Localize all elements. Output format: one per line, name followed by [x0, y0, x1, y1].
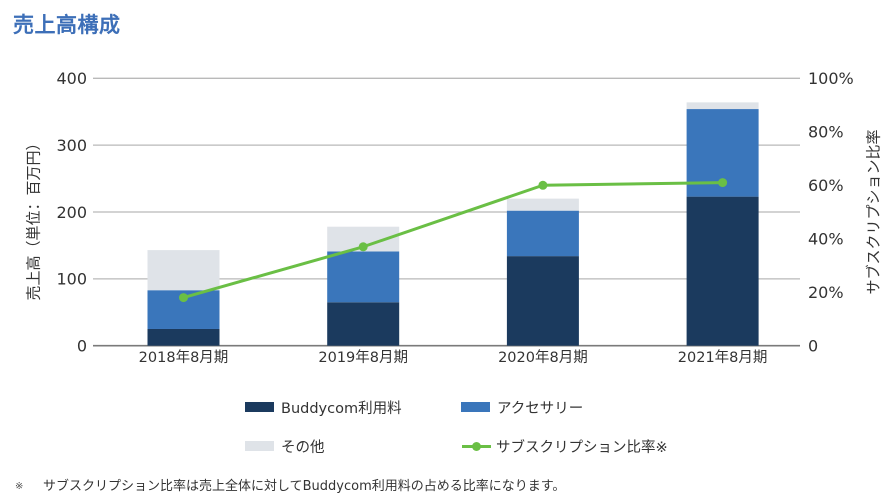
legend-swatch-buddycom: [245, 402, 274, 412]
x-tick-label: 2020年8月期: [498, 349, 588, 366]
subscription-ratio-marker: [538, 180, 548, 190]
bar-segment-その他: [686, 102, 759, 110]
y-tick-label: 300: [56, 136, 87, 155]
y2-tick-label: 100%: [808, 69, 854, 88]
footnote-mark: ※: [15, 481, 24, 492]
subscription-ratio-marker: [179, 293, 188, 303]
y2-tick-label: 40%: [808, 230, 844, 249]
x-tick-label: 2021年8月期: [678, 349, 768, 366]
footnote: ※ サブスクリプション比率は売上全体に対してBuddycom利用料の占める比率に…: [15, 478, 565, 496]
bar-segment-アクセサリー: [327, 251, 400, 303]
subscription-ratio-marker: [358, 242, 368, 252]
legend-swatch-accessory: [461, 402, 490, 412]
legend-label: アクセサリー: [497, 400, 584, 417]
y2-tick-label: 0: [808, 336, 818, 355]
footnote-text: サブスクリプション比率は売上全体に対してBuddycom利用料の占める比率になり…: [43, 479, 566, 494]
subscription-ratio-marker: [718, 178, 728, 188]
y-tick-label: 0: [77, 336, 87, 355]
legend-label: サブスクリプション比率※: [496, 439, 668, 456]
chart-title: 売上高構成: [13, 13, 121, 37]
y-tick-label: 100: [56, 270, 87, 289]
y2-tick-label: 80%: [808, 123, 844, 142]
legend-label: その他: [281, 439, 325, 456]
x-tick-label: 2018年8月期: [139, 349, 229, 366]
bar-segment-アクセサリー: [506, 210, 579, 257]
y-tick-label: 400: [56, 69, 87, 88]
bar-segment-その他: [147, 250, 220, 291]
y2-tick-label: 20%: [808, 283, 844, 302]
legend-item-other: その他: [245, 437, 325, 456]
bar-segment-Buddycom利用料: [147, 328, 220, 346]
y-tick-label: 200: [56, 203, 87, 222]
legend-label: Buddycom利用料: [281, 400, 402, 417]
legend-item-accessory: アクセサリー: [461, 398, 584, 417]
legend-line-marker-icon: [462, 441, 491, 451]
x-tick-label: 2019年8月期: [318, 349, 408, 366]
bar-segment-その他: [506, 198, 579, 211]
bar-segment-Buddycom利用料: [686, 196, 759, 346]
y2-tick-label: 60%: [808, 176, 844, 195]
bar-segment-Buddycom利用料: [506, 256, 579, 346]
legend-swatch-other: [245, 441, 274, 451]
legend-item-buddycom: Buddycom利用料: [245, 398, 402, 417]
subscription-ratio-line: [183, 181, 723, 300]
legend-item-subscription-ratio: サブスクリプション比率※: [462, 437, 668, 456]
bar-segment-Buddycom利用料: [327, 302, 400, 346]
